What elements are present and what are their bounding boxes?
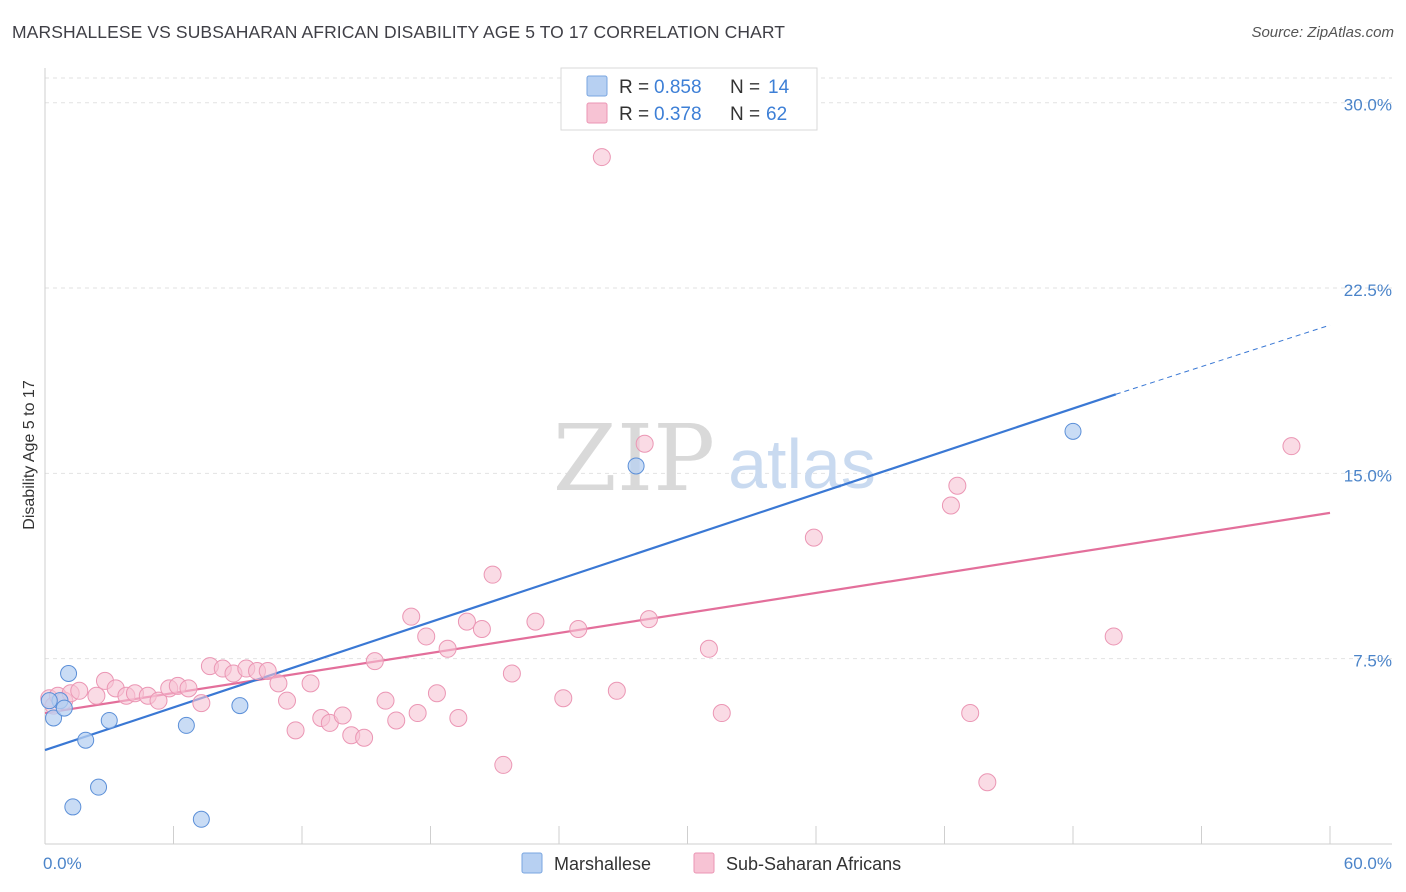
point-subsaharan-43 <box>483 565 502 584</box>
point-subsaharan-41 <box>457 612 476 631</box>
series-legend: Marshallese Sub-Saharan Africans <box>521 852 901 874</box>
chart-title: MARSHALLESE VS SUBSAHARAN AFRICAN DISABI… <box>12 22 786 42</box>
point-subsaharan-47 <box>554 689 573 708</box>
point-subsaharan-34 <box>387 711 406 730</box>
point-subsaharan-37 <box>417 627 436 646</box>
point-marshallese-3 <box>60 665 78 683</box>
point-subsaharan-23 <box>269 674 288 693</box>
point-subsaharan-40 <box>449 708 468 727</box>
point-subsaharan-29 <box>333 706 352 725</box>
trendlines <box>44 324 1331 752</box>
bottom-legend-swatch-marshallese <box>521 852 543 874</box>
point-marshallese-2 <box>55 699 73 717</box>
legend-n-value-2: 62 <box>766 104 787 125</box>
point-subsaharan-61 <box>1282 437 1301 456</box>
y-tick-label-2: 22.5% <box>1344 281 1392 300</box>
trendline-marshallese-extension <box>1115 324 1331 395</box>
legend-r-value-2: 0.378 <box>654 104 702 125</box>
point-marshallese-13 <box>40 692 58 710</box>
bottom-legend-marshallese: Marshallese <box>554 854 651 874</box>
bottom-legend-swatch-subsaharan <box>693 852 715 874</box>
point-subsaharan-26 <box>301 674 320 693</box>
point-subsaharan-6 <box>87 686 106 705</box>
point-subsaharan-51 <box>639 610 658 629</box>
y-axis-label: Disability Age 5 to 17 <box>21 380 38 530</box>
axes <box>44 68 1392 845</box>
legend-r-value-1: 0.858 <box>654 77 702 98</box>
x-tick-label-1: 60.0% <box>1344 854 1392 873</box>
point-subsaharan-36 <box>408 704 427 723</box>
point-subsaharan-48 <box>569 620 588 639</box>
point-subsaharan-50 <box>607 681 626 700</box>
point-subsaharan-22 <box>258 662 277 681</box>
point-subsaharan-49 <box>592 148 611 167</box>
point-subsaharan-38 <box>427 684 446 703</box>
legend-swatch-subsaharan <box>586 102 608 124</box>
point-marshallese-0 <box>45 709 63 727</box>
bottom-legend-subsaharan: Sub-Saharan Africans <box>726 854 901 874</box>
point-subsaharan-42 <box>472 620 491 639</box>
gridlines <box>45 77 1392 660</box>
point-subsaharan-44 <box>494 755 513 774</box>
point-subsaharan-54 <box>712 704 731 723</box>
legend-r-label-2: R = <box>619 104 649 125</box>
legend-r-label-1: R = <box>619 77 649 98</box>
point-subsaharan-31 <box>355 728 374 747</box>
point-subsaharan-12 <box>149 691 168 710</box>
legend-n-label-2: N = <box>730 104 760 125</box>
point-marshallese-4 <box>64 798 82 816</box>
point-subsaharan-39 <box>438 639 457 658</box>
point-subsaharan-33 <box>376 691 395 710</box>
point-marshallese-10 <box>231 697 249 715</box>
point-marshallese-5 <box>77 731 95 749</box>
point-subsaharan-60 <box>1104 627 1123 646</box>
point-marshallese-11 <box>627 457 645 475</box>
point-subsaharan-55 <box>804 528 823 547</box>
point-subsaharan-5 <box>70 681 89 700</box>
point-subsaharan-35 <box>402 607 421 626</box>
point-marshallese-8 <box>177 716 195 734</box>
point-subsaharan-52 <box>635 434 654 453</box>
tick-labels: 7.5% 15.0% 22.5% 30.0% 0.0% 60.0% <box>43 96 1392 873</box>
x-tick-label-0: 0.0% <box>43 854 82 873</box>
point-subsaharan-15 <box>179 679 198 698</box>
trendline-subsaharan <box>44 511 1331 715</box>
legend-swatch-marshallese <box>586 75 608 97</box>
data-points <box>40 148 1301 828</box>
y-tick-label-1: 15.0% <box>1344 466 1392 485</box>
watermark-atlas: atlas <box>728 425 876 503</box>
legend-n-value-1: 14 <box>768 77 790 98</box>
point-subsaharan-58 <box>961 704 980 723</box>
point-subsaharan-53 <box>699 639 718 658</box>
source-label: Source: ZipAtlas.com <box>1251 24 1394 41</box>
trendline-marshallese <box>44 393 1117 752</box>
point-marshallese-12 <box>1064 422 1082 440</box>
point-subsaharan-45 <box>502 664 521 683</box>
legend-n-label-1: N = <box>730 77 760 98</box>
y-tick-label-0: 7.5% <box>1353 652 1392 671</box>
y-tick-label-3: 30.0% <box>1344 96 1392 115</box>
stats-legend: R = 0.858 N = 14 R = 0.378 N = 62 <box>560 67 818 131</box>
point-subsaharan-59 <box>978 773 997 792</box>
point-subsaharan-24 <box>278 691 297 710</box>
point-marshallese-7 <box>100 711 118 729</box>
point-marshallese-9 <box>192 810 210 828</box>
point-subsaharan-57 <box>948 476 967 495</box>
point-subsaharan-25 <box>286 721 305 740</box>
point-subsaharan-56 <box>941 496 960 515</box>
point-subsaharan-32 <box>365 652 384 671</box>
point-subsaharan-16 <box>192 694 211 713</box>
point-subsaharan-46 <box>526 612 545 631</box>
point-marshallese-6 <box>90 778 108 796</box>
